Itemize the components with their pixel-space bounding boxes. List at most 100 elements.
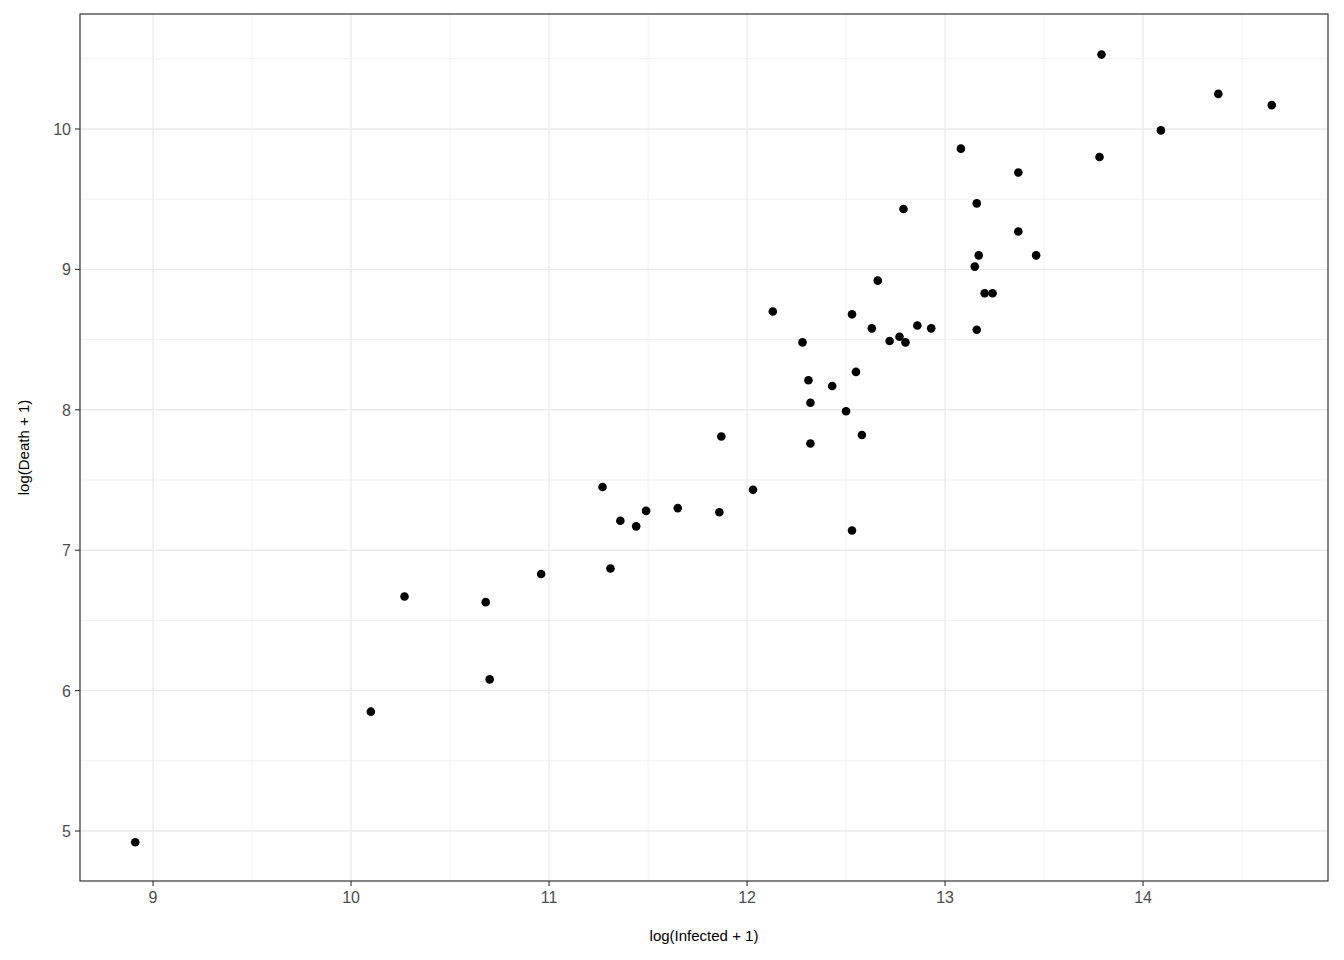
grid-line bbox=[746, 14, 747, 881]
minor-grid-line bbox=[1242, 14, 1243, 881]
point bbox=[367, 707, 376, 716]
minor-grid-line bbox=[1044, 14, 1045, 881]
y-tick-label: 10 bbox=[53, 121, 71, 138]
grid-line bbox=[1142, 14, 1143, 881]
point bbox=[769, 307, 778, 316]
x-tick bbox=[549, 881, 550, 886]
point bbox=[131, 838, 140, 847]
point bbox=[927, 324, 936, 333]
y-tick-label: 8 bbox=[62, 402, 71, 419]
point bbox=[717, 432, 726, 441]
y-tick bbox=[75, 550, 80, 551]
point bbox=[852, 368, 861, 377]
point bbox=[972, 325, 981, 334]
point bbox=[1014, 227, 1023, 236]
grid-line bbox=[944, 14, 945, 881]
point bbox=[598, 483, 607, 492]
point bbox=[1267, 101, 1276, 110]
grid-line bbox=[548, 14, 549, 881]
grid-line bbox=[80, 409, 1328, 410]
minor-grid-line bbox=[80, 620, 1328, 621]
grid-line bbox=[80, 269, 1328, 270]
y-tick bbox=[75, 830, 80, 831]
point bbox=[673, 504, 682, 513]
x-tick-label: 10 bbox=[342, 889, 360, 906]
y-axis-title: log(Death + 1) bbox=[15, 400, 32, 495]
minor-grid-line bbox=[80, 199, 1328, 200]
minor-grid-line bbox=[80, 58, 1328, 59]
y-tick bbox=[75, 690, 80, 691]
panel-background bbox=[80, 14, 1328, 881]
x-tick-label: 12 bbox=[738, 889, 756, 906]
point bbox=[798, 338, 807, 347]
point bbox=[842, 407, 851, 416]
point bbox=[1214, 90, 1223, 99]
x-tick bbox=[1143, 881, 1144, 886]
minor-grid-line bbox=[252, 14, 253, 881]
point bbox=[970, 262, 979, 271]
axes: 910111213145678910 bbox=[53, 121, 1152, 906]
point bbox=[1032, 251, 1041, 260]
x-tick-label: 11 bbox=[541, 889, 558, 906]
grid bbox=[80, 14, 1328, 881]
point bbox=[400, 592, 409, 601]
y-tick bbox=[75, 409, 80, 410]
y-tick-label: 5 bbox=[62, 823, 71, 840]
point bbox=[1095, 153, 1104, 162]
x-tick bbox=[747, 881, 748, 886]
point bbox=[974, 251, 983, 260]
point bbox=[485, 675, 494, 684]
point bbox=[868, 324, 877, 333]
point bbox=[873, 276, 882, 285]
point bbox=[988, 289, 997, 298]
y-tick bbox=[75, 128, 80, 129]
point bbox=[606, 564, 615, 573]
point bbox=[1157, 126, 1166, 135]
panel-border bbox=[80, 14, 1328, 881]
point bbox=[806, 398, 815, 407]
x-axis-title: log(Infected + 1) bbox=[650, 927, 759, 944]
point bbox=[806, 439, 815, 448]
minor-grid-line bbox=[80, 760, 1328, 761]
point bbox=[885, 337, 894, 346]
minor-grid-line bbox=[846, 14, 847, 881]
grid-line bbox=[152, 14, 153, 881]
point bbox=[848, 526, 857, 535]
y-tick bbox=[75, 269, 80, 270]
point bbox=[642, 507, 651, 516]
point bbox=[616, 516, 625, 525]
point bbox=[858, 431, 867, 440]
point bbox=[632, 522, 641, 531]
point bbox=[1097, 50, 1106, 59]
minor-grid-line bbox=[450, 14, 451, 881]
x-tick bbox=[351, 881, 352, 886]
point bbox=[913, 321, 922, 330]
point bbox=[715, 508, 724, 517]
y-tick-label: 7 bbox=[62, 542, 71, 559]
grid-line bbox=[80, 690, 1328, 691]
point bbox=[1014, 168, 1023, 177]
point bbox=[828, 382, 837, 391]
grid-line bbox=[80, 128, 1328, 129]
minor-grid-line bbox=[80, 480, 1328, 481]
y-tick-label: 9 bbox=[62, 261, 71, 278]
x-tick bbox=[153, 881, 154, 886]
y-tick-label: 6 bbox=[62, 683, 71, 700]
point bbox=[848, 310, 857, 319]
grid-line bbox=[80, 550, 1328, 551]
grid-line bbox=[350, 14, 351, 881]
points bbox=[131, 50, 1276, 846]
point bbox=[749, 486, 758, 495]
point bbox=[957, 144, 966, 153]
minor-grid-line bbox=[80, 339, 1328, 340]
point bbox=[537, 570, 546, 579]
point bbox=[980, 289, 989, 298]
point bbox=[804, 376, 813, 385]
x-tick bbox=[945, 881, 946, 886]
x-tick-label: 13 bbox=[936, 889, 954, 906]
chart: 910111213145678910log(Infected + 1)log(D… bbox=[0, 0, 1344, 960]
x-tick-label: 14 bbox=[1134, 889, 1152, 906]
point bbox=[901, 338, 910, 347]
point bbox=[481, 598, 490, 607]
point bbox=[899, 205, 908, 214]
